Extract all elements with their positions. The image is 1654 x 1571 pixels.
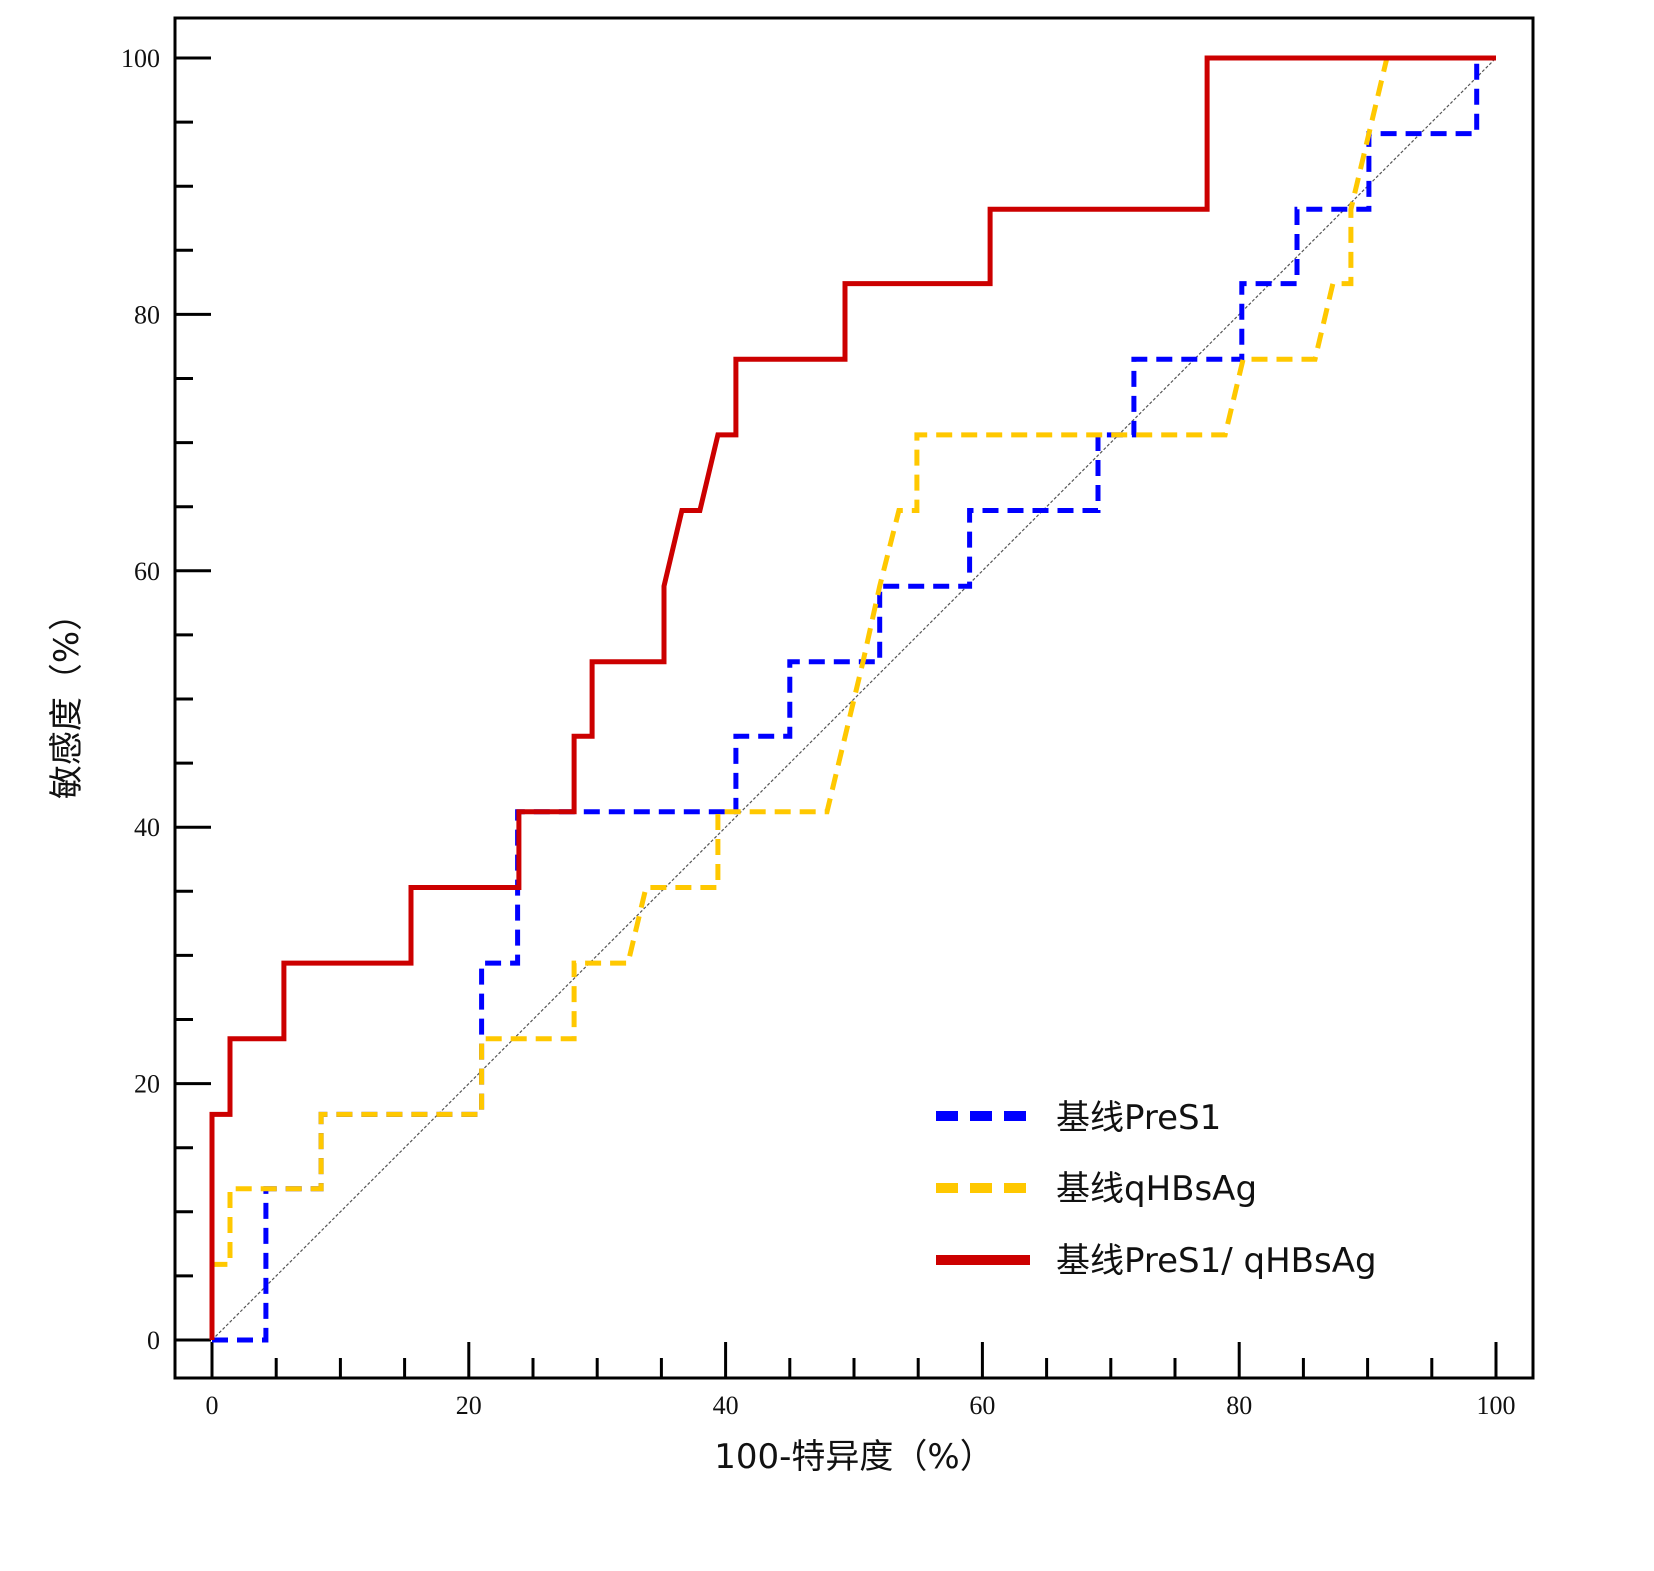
x-tick-label: 100 [1477, 1391, 1516, 1420]
x-tick-label: 60 [969, 1391, 995, 1420]
y-tick-label: 80 [134, 300, 160, 329]
series-line-pres1 [212, 55, 1496, 1343]
legend-label-ratio: 基线PreS1/ qHBsAg [1056, 1241, 1377, 1281]
series-lines [209, 55, 1496, 1343]
axis-ticks [175, 56, 1498, 1378]
x-tick-label: 80 [1226, 1391, 1252, 1420]
series-line-ratio [209, 55, 1496, 1340]
reference-diagonal [211, 57, 1497, 1341]
x-tick-label: 0 [206, 1391, 219, 1420]
tick-labels: 0 20 40 60 80 100 0 20 40 60 80 100 [121, 44, 1516, 1420]
x-tick-label: 20 [456, 1391, 482, 1420]
legend-label-qhbsag: 基线qHBsAg [1056, 1169, 1257, 1209]
y-tick-label: 20 [134, 1070, 160, 1099]
y-tick-label: 100 [121, 44, 160, 73]
x-tick-label: 40 [713, 1391, 739, 1420]
legend: 基线PreS1 基线qHBsAg 基线PreS1/ qHBsAg [936, 1098, 1377, 1281]
y-axis-title: 敏感度（%） [47, 597, 87, 799]
series-line-qhbsag [209, 55, 1496, 1340]
x-axis-title: 100-特异度（%） [714, 1437, 993, 1477]
y-tick-label: 60 [134, 557, 160, 586]
y-tick-label: 40 [134, 813, 160, 842]
legend-label-pres1: 基线PreS1 [1056, 1098, 1221, 1138]
y-tick-label: 0 [147, 1326, 160, 1355]
